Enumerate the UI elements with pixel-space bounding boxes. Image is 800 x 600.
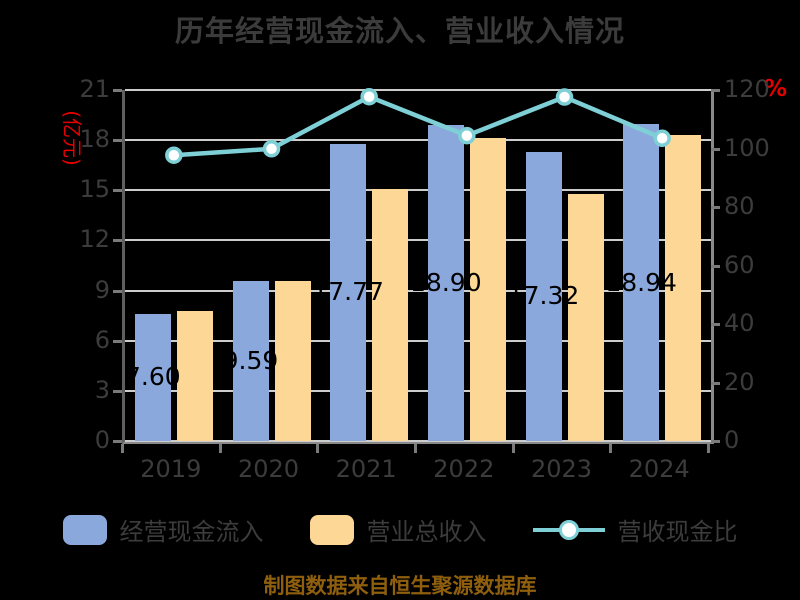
- gridline-21: [125, 89, 711, 91]
- line-marker-2023: [555, 88, 574, 106]
- legend-item-cash-inflow: 经营现金流入: [62, 512, 264, 547]
- x-axis-tickmark: [707, 444, 710, 453]
- right-axis-tickmark: [711, 89, 720, 92]
- left-axis-tickmark: [113, 339, 122, 343]
- left-axis-tick-18: 18: [79, 125, 110, 154]
- gridline-18: [125, 139, 711, 142]
- bar-经营现金流入-2019: [134, 313, 171, 441]
- bar-经营现金流入-2024: [623, 124, 660, 441]
- line-marker-2024: [653, 129, 671, 148]
- bar-经营现金流入-2020: [232, 280, 269, 441]
- bar-经营现金流入-2023: [525, 151, 562, 441]
- left-axis-tickmark: [113, 239, 122, 243]
- x-axis-tickmark: [511, 444, 515, 453]
- bar-营业总收入-2023: [567, 193, 604, 441]
- left-axis-tick-9: 9: [94, 275, 110, 304]
- legend: 经营现金流入 营业总收入 营收现金比: [0, 512, 800, 547]
- cash-ratio-line-marker-icon: [532, 519, 605, 541]
- plot-area: 7.60 9.59 17.77 18.90 17.32 18.94: [122, 87, 714, 444]
- legend-item-cash-ratio: 营收现金比: [532, 512, 738, 547]
- right-axis-tick-40: 40: [724, 309, 755, 337]
- chart-title: 历年经营现金流入、营业收入情况: [174, 14, 625, 48]
- gridline-6: [125, 339, 711, 342]
- x-axis-tickmark: [609, 444, 613, 453]
- left-axis-tick-21: 21: [79, 75, 110, 103]
- x-axis-label-2021: 2021: [335, 455, 397, 483]
- right-axis-tick-120: 120: [724, 75, 770, 103]
- right-axis-tick-0: 0: [724, 426, 740, 454]
- bar-营业总收入-2022: [469, 138, 506, 441]
- bar-营业总收入-2019: [176, 310, 213, 441]
- legend-label-cash-ratio: 营收现金比: [617, 518, 738, 546]
- left-axis-tickmark: [113, 389, 122, 393]
- left-axis-tick-3: 3: [94, 375, 110, 404]
- gridline-3: [125, 389, 711, 392]
- x-axis-label-2023: 2023: [530, 455, 593, 483]
- line-marker-2021: [360, 87, 378, 106]
- x-axis-tickmark: [218, 444, 222, 453]
- cash-inflow-swatch-icon: [62, 514, 107, 545]
- legend-item-total-revenue: 营业总收入: [309, 512, 487, 547]
- right-axis-tick-60: 60: [724, 250, 755, 279]
- left-axis-tickmark: [113, 189, 122, 193]
- left-axis-tickmark: [113, 289, 122, 293]
- left-axis-tick-6: 6: [94, 325, 110, 354]
- cash-ratio-line: [165, 87, 671, 164]
- bar-经营现金流入-2022: [427, 125, 464, 441]
- gridline-0: [125, 440, 711, 442]
- left-axis-tickmark: [113, 89, 122, 92]
- x-axis-label-2020: 2020: [237, 455, 300, 483]
- left-axis-tickmark: [113, 440, 122, 443]
- right-axis-unit-label: %: [764, 76, 788, 102]
- legend-label-cash-inflow: 经营现金流入: [119, 518, 264, 546]
- right-axis-tickmark: [711, 206, 720, 209]
- bar-营业总收入-2021: [372, 188, 409, 441]
- bar-营业总收入-2024: [665, 135, 702, 441]
- right-axis-tickmark: [711, 323, 720, 326]
- gridline-15: [125, 189, 711, 192]
- total-revenue-swatch-icon: [309, 514, 354, 545]
- line-marker-2020: [262, 140, 281, 158]
- bar-营业总收入-2020: [274, 280, 311, 441]
- line-marker-2019: [165, 146, 183, 164]
- left-axis-tick-15: 15: [79, 175, 110, 204]
- x-axis-tickmark: [316, 444, 320, 453]
- legend-label-total-revenue: 营业总收入: [366, 518, 487, 546]
- right-axis-tickmark: [711, 381, 720, 385]
- gridline-12: [125, 239, 711, 242]
- right-axis-tick-80: 80: [724, 192, 755, 220]
- gridline-9: [125, 289, 711, 292]
- left-axis-tick-12: 12: [79, 225, 110, 254]
- x-axis-label-2019: 2019: [140, 455, 202, 483]
- bar-经营现金流入-2021: [330, 144, 367, 441]
- right-axis-tick-100: 100: [724, 133, 770, 162]
- data-source-note: 制图数据来自恒生聚源数据库: [263, 574, 537, 598]
- x-axis-label-2024: 2024: [628, 455, 690, 483]
- x-axis-tickmark: [414, 444, 417, 453]
- left-axis-tickmark: [113, 139, 122, 143]
- line-marker-2022: [458, 126, 476, 145]
- left-axis-tick-0: 0: [94, 426, 110, 454]
- x-axis-tickmark: [121, 444, 124, 453]
- right-axis-tickmark: [711, 264, 720, 268]
- x-axis-label-2022: 2022: [433, 455, 495, 483]
- right-axis-tickmark: [711, 440, 720, 443]
- right-axis-tickmark: [711, 147, 720, 151]
- right-axis-tick-20: 20: [724, 367, 755, 396]
